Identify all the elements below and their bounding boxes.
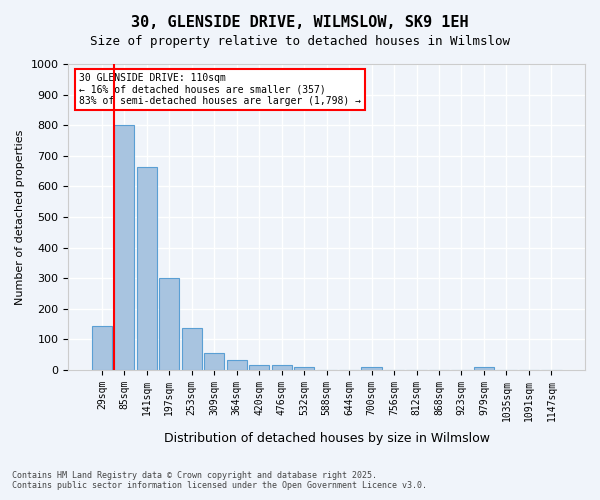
Bar: [294, 367, 314, 370]
Text: Size of property relative to detached houses in Wilmslow: Size of property relative to detached ho…: [90, 35, 510, 48]
Bar: [204, 353, 224, 370]
Text: 30 GLENSIDE DRIVE: 110sqm
← 16% of detached houses are smaller (357)
83% of semi: 30 GLENSIDE DRIVE: 110sqm ← 16% of detac…: [79, 73, 361, 106]
Bar: [272, 364, 292, 370]
Bar: [227, 360, 247, 370]
X-axis label: Distribution of detached houses by size in Wilmslow: Distribution of detached houses by size …: [164, 432, 490, 445]
Y-axis label: Number of detached properties: Number of detached properties: [15, 130, 25, 304]
Bar: [92, 326, 112, 370]
Bar: [474, 367, 494, 370]
Bar: [361, 367, 382, 370]
Bar: [137, 166, 157, 370]
Bar: [249, 364, 269, 370]
Text: Contains HM Land Registry data © Crown copyright and database right 2025.
Contai: Contains HM Land Registry data © Crown c…: [12, 470, 427, 490]
Bar: [159, 278, 179, 370]
Bar: [182, 328, 202, 370]
Text: 30, GLENSIDE DRIVE, WILMSLOW, SK9 1EH: 30, GLENSIDE DRIVE, WILMSLOW, SK9 1EH: [131, 15, 469, 30]
Bar: [114, 125, 134, 370]
